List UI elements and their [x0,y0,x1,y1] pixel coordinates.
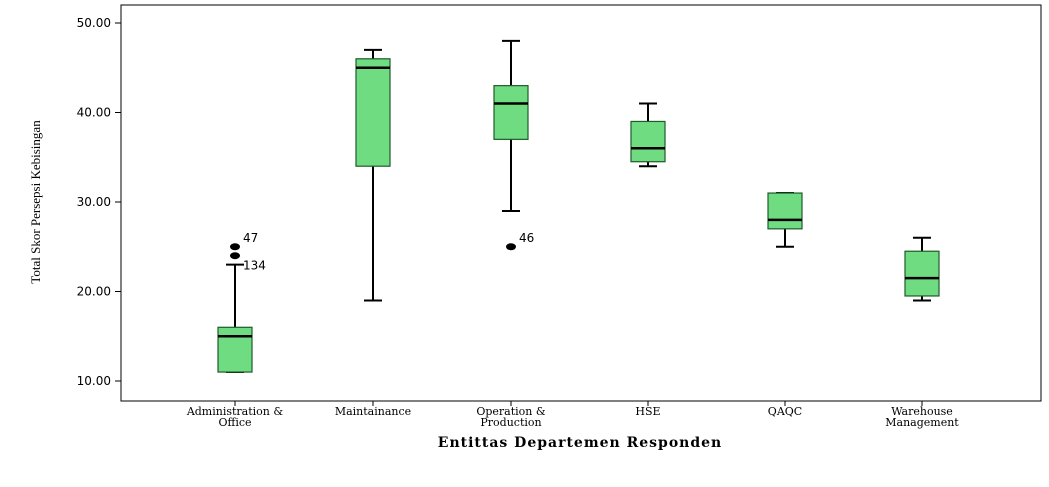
y-tick-label: 40.00 [77,106,111,120]
plot-frame [120,4,1042,402]
iqr-box [355,58,391,167]
y-tick-label: 50.00 [77,16,111,30]
box-1: 47 134 [217,231,266,374]
x-category-label-line: Warehouse [891,405,953,418]
outlier-label: 47 [243,231,258,245]
x-category-label-line: Administration & [186,405,284,418]
x-category-label: Operation & Production [476,405,546,429]
y-tick-label: 20.00 [77,285,111,299]
box-6 [904,236,940,302]
box-4 [630,102,666,168]
iqr-box [767,192,803,230]
x-category-label-line: Maintainance [335,405,411,418]
y-tick-label: 30.00 [77,195,111,209]
y-tick-label: 10.00 [77,374,111,388]
x-category-label: HSE [635,405,660,418]
x-category-label-line: Management [885,416,959,429]
x-category-label: QAQC [768,405,802,418]
x-category-label: Maintainance [335,405,411,418]
x-category-label: Administration & Office [186,405,284,429]
outlier-point [230,252,240,260]
y-axis: 10.00 20.00 30.00 40.00 50.00 [77,16,121,388]
iqr-box [493,85,529,140]
outlier-label: 46 [519,231,534,245]
box-2 [355,48,391,302]
x-category-label-line: Operation & [476,405,546,418]
x-category-label: Warehouse Management [885,405,959,429]
x-category-label-line: QAQC [768,405,802,418]
x-category-label-line: Office [218,416,251,429]
y-axis-title: Total Skor Persepsi Kebisingan [28,120,43,284]
iqr-box [904,250,940,297]
outlier-point [230,243,240,251]
x-axis-title: Entittas Departemen Responden [438,435,722,451]
x-axis: Administration & Office Maintainance Operat… [186,401,959,429]
outlier-label: 134 [243,259,266,273]
iqr-box [630,120,666,163]
box-5 [767,192,803,248]
boxes: 47 134 46 [217,39,940,374]
box-3: 46 [493,39,534,251]
iqr-box [217,326,253,373]
x-category-label-line: Production [480,416,541,429]
outlier-point [506,243,516,251]
x-category-label-line: HSE [635,405,660,418]
